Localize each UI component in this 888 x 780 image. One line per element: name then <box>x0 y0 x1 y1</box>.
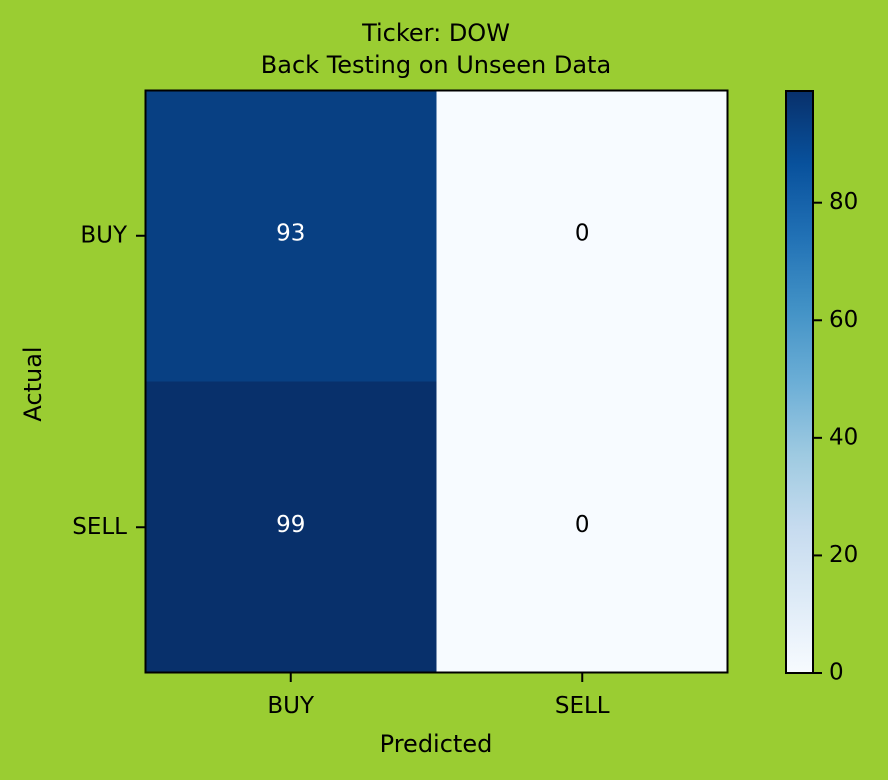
heatmap-cell-r0-c1 <box>436 90 729 382</box>
colorbar-ticks: 0 20 40 60 80 <box>813 189 858 686</box>
y-tick-label-0: BUY <box>80 222 128 248</box>
colorbar-tick-label-1: 20 <box>829 542 858 568</box>
plot-frame <box>144 89 729 674</box>
heatmap-cell-r1-c0 <box>145 381 437 674</box>
x-axis-label: Predicted <box>380 730 493 758</box>
y-axis-ticks: BUY SELL <box>72 222 145 540</box>
chart-title-line-2: Back Testing on Unseen Data <box>261 51 611 79</box>
colorbar-tick-label-4: 80 <box>829 189 858 215</box>
x-axis-ticks: BUY SELL <box>267 673 610 719</box>
heatmap-cell-value-r1-c0: 99 <box>276 512 305 538</box>
x-tick-label-0: BUY <box>267 693 315 719</box>
colorbar-tick-label-2: 40 <box>829 424 858 450</box>
y-axis-label: Actual <box>19 346 47 421</box>
colorbar-tick-label-0: 0 <box>829 660 844 686</box>
colorbar <box>785 90 814 674</box>
chart-title-line-1: Ticker: DOW <box>361 19 510 47</box>
heatmap-cell-labels: 93 0 99 0 <box>276 220 589 538</box>
x-tick-label-1: SELL <box>555 693 610 719</box>
colorbar-tick-label-3: 60 <box>829 307 858 333</box>
heatmap-cell-r0-c0 <box>145 90 437 382</box>
y-tick-label-1: SELL <box>72 514 127 540</box>
heatmap-cells <box>145 90 729 674</box>
heatmap-cell-r1-c1 <box>436 381 729 674</box>
heatmap-cell-value-r0-c0: 93 <box>276 220 305 246</box>
heatmap-cell-value-r0-c1: 0 <box>575 220 590 246</box>
heatmap-cell-value-r1-c1: 0 <box>575 512 590 538</box>
